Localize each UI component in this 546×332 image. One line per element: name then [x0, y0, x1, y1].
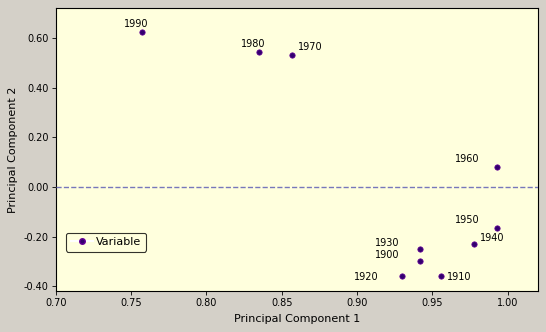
Point: [416, 259, 425, 264]
Text: 1910: 1910: [447, 273, 472, 283]
Text: 1990: 1990: [123, 19, 148, 29]
Y-axis label: Principal Component 2: Principal Component 2: [8, 87, 19, 213]
Point: [492, 164, 501, 170]
Text: 1900: 1900: [375, 250, 400, 260]
Point: [398, 274, 407, 279]
Point: [437, 274, 446, 279]
Point: [255, 49, 264, 54]
Point: [137, 29, 146, 35]
Point: [416, 246, 425, 252]
Text: 1970: 1970: [298, 42, 323, 52]
X-axis label: Principal Component 1: Principal Component 1: [234, 314, 360, 324]
Text: 1930: 1930: [375, 238, 400, 248]
Legend: Variable: Variable: [66, 233, 146, 252]
Text: 1980: 1980: [241, 39, 265, 48]
Point: [288, 53, 296, 58]
Text: 1940: 1940: [480, 233, 505, 243]
Point: [492, 225, 501, 230]
Text: 1920: 1920: [354, 273, 378, 283]
Text: 1950: 1950: [455, 215, 479, 225]
Point: [470, 241, 479, 247]
Text: 1960: 1960: [455, 154, 479, 164]
